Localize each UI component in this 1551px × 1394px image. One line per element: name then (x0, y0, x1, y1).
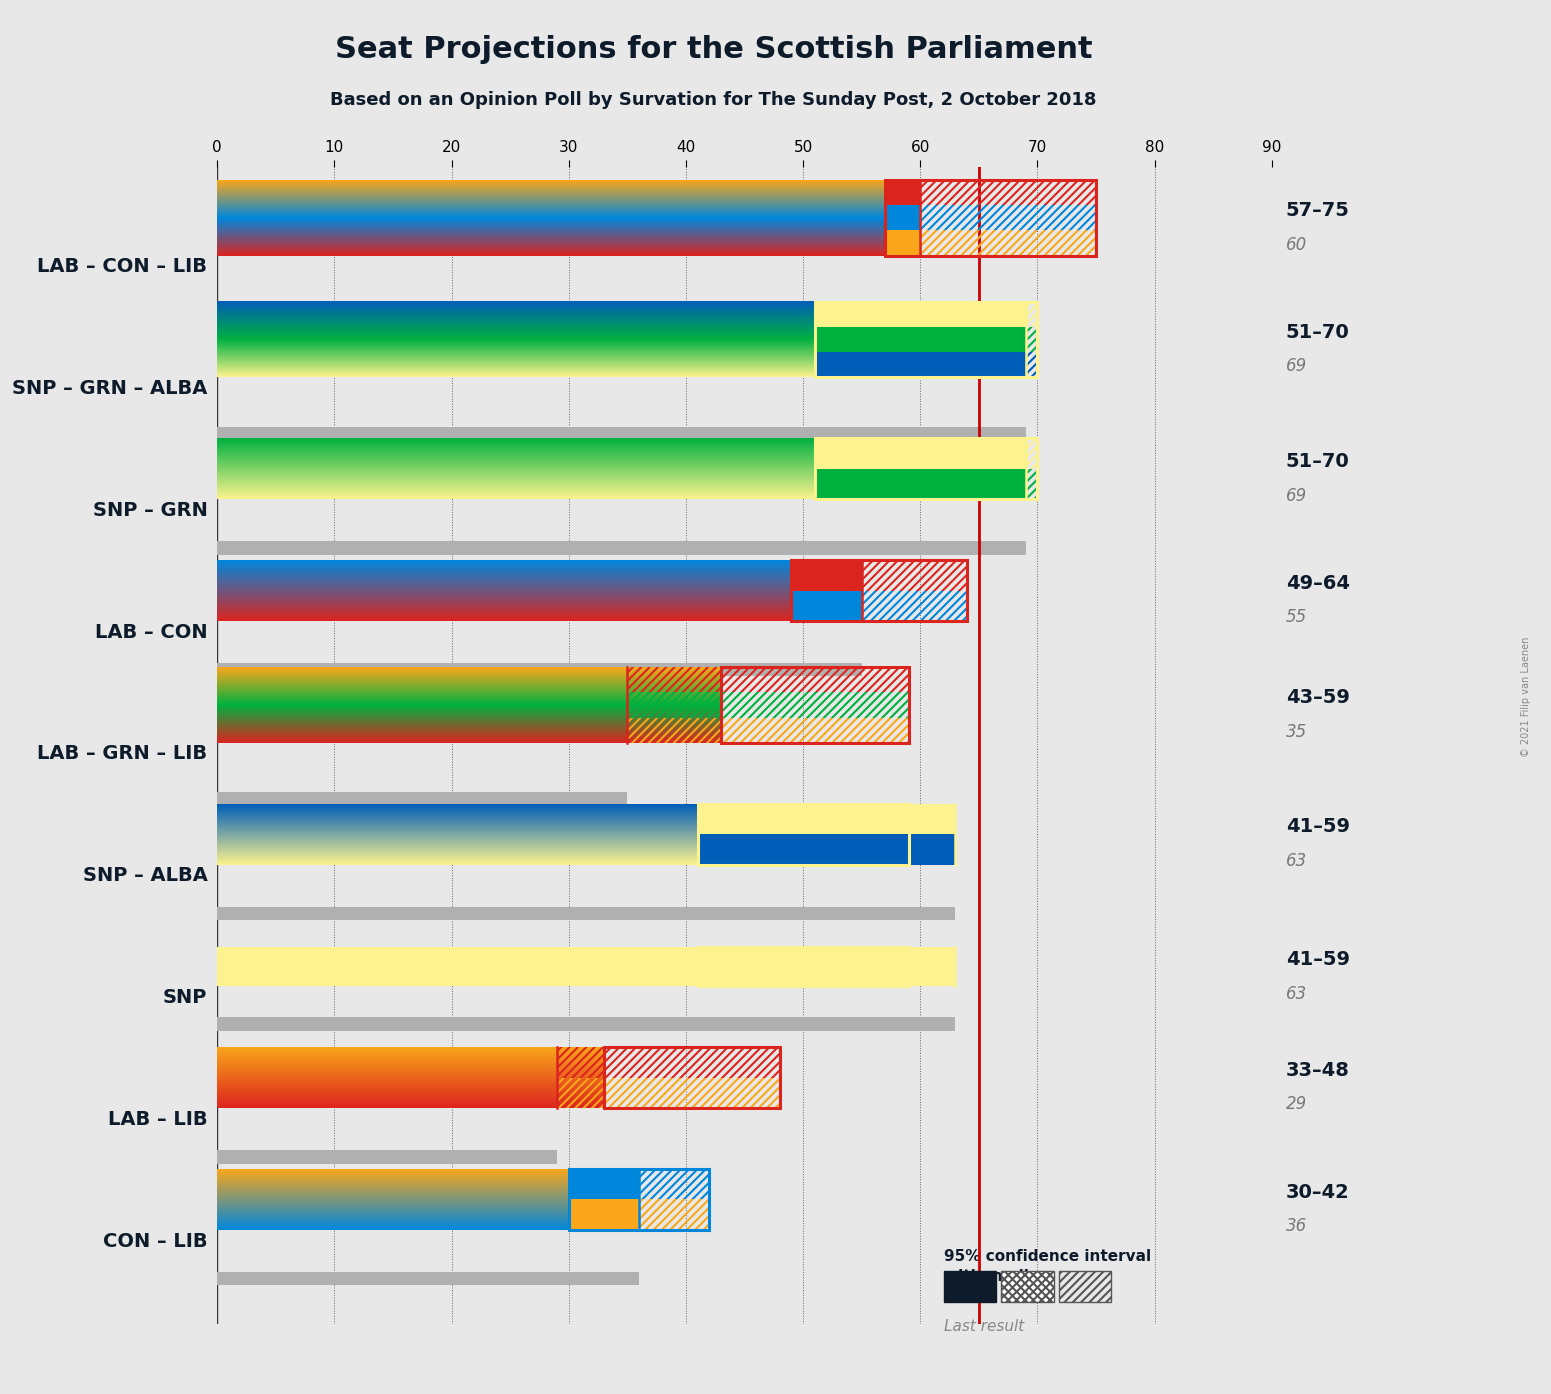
Text: 63: 63 (1286, 852, 1307, 870)
Text: 60: 60 (1286, 236, 1307, 254)
Bar (217, 427, 1025, 441)
Text: Last result: Last result (943, 1320, 1024, 1334)
Bar (814, 328, 1025, 353)
Text: 49–64: 49–64 (1286, 574, 1349, 592)
Bar (698, 948, 909, 987)
Text: 35: 35 (1286, 722, 1307, 740)
Bar (698, 803, 955, 834)
Bar (943, 1334, 1120, 1361)
Bar (791, 591, 862, 620)
Bar (814, 302, 1025, 328)
Bar (698, 948, 909, 987)
Bar (920, 205, 1097, 230)
Bar (217, 664, 862, 676)
Bar (627, 668, 909, 693)
Bar (698, 948, 955, 987)
Text: © 2021 Filip van Laenen: © 2021 Filip van Laenen (1522, 637, 1531, 757)
Bar (217, 541, 1025, 555)
Bar (627, 718, 909, 743)
Bar (698, 803, 909, 834)
Bar (569, 1170, 709, 1230)
Bar (217, 305, 920, 318)
Bar (217, 948, 698, 987)
Text: 33–48: 33–48 (1286, 1061, 1349, 1080)
Text: Seat Projections for the Scottish Parliament: Seat Projections for the Scottish Parlia… (335, 35, 1092, 64)
Bar (943, 1271, 996, 1302)
Bar (862, 560, 968, 591)
Bar (814, 468, 1025, 499)
Text: 57–75: 57–75 (1286, 201, 1349, 220)
Bar (557, 1047, 780, 1078)
Bar (1025, 328, 1038, 353)
Text: Based on an Opinion Poll by Survation for The Sunday Post, 2 October 2018: Based on an Opinion Poll by Survation fo… (330, 91, 1097, 109)
Text: 63: 63 (1286, 984, 1307, 1002)
Text: 51–70: 51–70 (1286, 323, 1349, 342)
Text: 36: 36 (1286, 1217, 1307, 1235)
Bar (886, 180, 1097, 255)
Bar (862, 591, 968, 620)
Bar (886, 205, 920, 230)
Bar (217, 792, 627, 806)
Bar (1000, 1271, 1053, 1302)
Text: 69: 69 (1286, 487, 1307, 505)
Text: 69: 69 (1286, 357, 1307, 375)
Bar (557, 1078, 780, 1108)
Bar (920, 230, 1097, 255)
Bar (569, 1199, 639, 1230)
Bar (920, 180, 1097, 205)
Bar (886, 230, 920, 255)
Bar (217, 948, 955, 987)
Bar (1025, 468, 1038, 499)
Text: 95% confidence interval
with median: 95% confidence interval with median (943, 1249, 1151, 1284)
Text: 41–59: 41–59 (1286, 951, 1349, 969)
Bar (698, 834, 955, 864)
Bar (1025, 353, 1038, 378)
Bar (814, 438, 1038, 499)
Bar (569, 1170, 639, 1199)
Bar (627, 693, 909, 718)
Bar (217, 1271, 639, 1285)
Bar (698, 803, 909, 864)
Bar (698, 834, 909, 864)
Text: 29: 29 (1286, 1096, 1307, 1114)
Bar (721, 668, 909, 743)
Bar (217, 1150, 557, 1164)
Bar (1025, 438, 1038, 468)
Text: 55: 55 (1286, 608, 1307, 626)
Text: 51–70: 51–70 (1286, 452, 1349, 471)
Bar (886, 180, 920, 205)
Bar (1058, 1271, 1111, 1302)
Bar (217, 906, 955, 920)
Bar (814, 438, 1025, 468)
Bar (639, 1170, 709, 1199)
Bar (791, 560, 862, 591)
Text: 43–59: 43–59 (1286, 689, 1349, 707)
Bar (814, 302, 1038, 378)
Bar (814, 353, 1025, 378)
Bar (791, 560, 968, 620)
Text: 41–59: 41–59 (1286, 817, 1349, 836)
Bar (639, 1199, 709, 1230)
Bar (1025, 302, 1038, 328)
Bar (217, 1018, 955, 1030)
Text: 30–42: 30–42 (1286, 1182, 1349, 1202)
Bar (603, 1047, 780, 1108)
